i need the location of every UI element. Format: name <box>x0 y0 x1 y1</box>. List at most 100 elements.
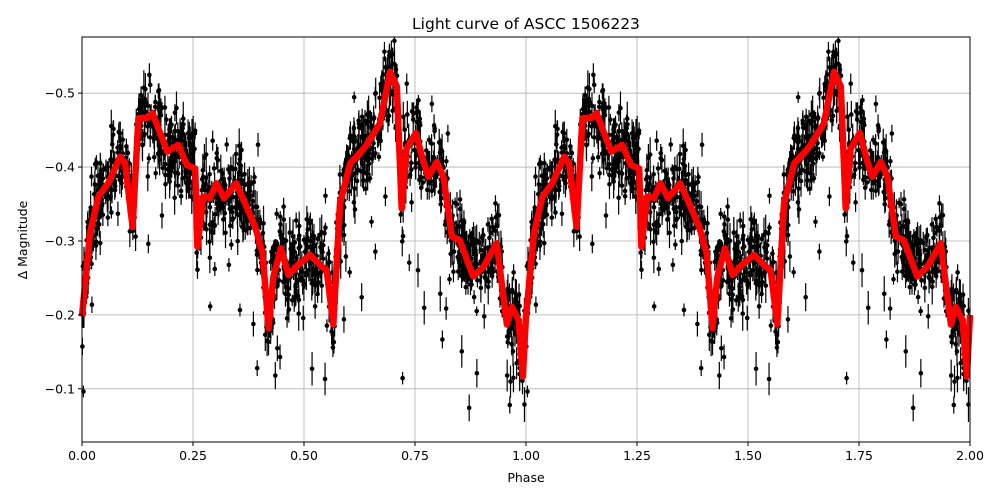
data-point <box>545 167 550 173</box>
data-point <box>901 197 907 202</box>
data-point <box>859 267 865 273</box>
data-point <box>722 233 728 238</box>
data-point <box>104 164 110 170</box>
data-point <box>504 334 510 339</box>
data-point <box>439 149 445 154</box>
data-point <box>889 131 895 136</box>
data-point <box>115 211 121 217</box>
data-point <box>451 249 457 254</box>
data-point <box>172 110 178 115</box>
data-point <box>400 375 405 381</box>
data-point <box>207 304 213 309</box>
data-point <box>698 204 704 210</box>
data-point <box>174 170 180 176</box>
data-point <box>277 354 283 360</box>
data-point <box>748 237 754 242</box>
data-point <box>136 106 142 112</box>
data-point <box>227 176 232 181</box>
data-point <box>466 405 472 411</box>
data-point <box>540 221 546 227</box>
data-point <box>873 141 878 146</box>
data-point <box>474 308 480 314</box>
data-point <box>222 182 228 188</box>
data-point <box>229 242 234 247</box>
data-point <box>803 126 808 131</box>
data-point <box>459 349 465 354</box>
data-point <box>211 166 217 171</box>
data-point <box>184 180 189 186</box>
data-point <box>157 110 163 116</box>
data-point <box>297 244 303 249</box>
data-point <box>877 174 883 180</box>
data-point <box>207 239 212 245</box>
data-point <box>283 238 289 243</box>
data-point <box>616 195 621 201</box>
data-point <box>849 112 854 117</box>
data-point <box>146 241 151 247</box>
data-point <box>203 181 208 187</box>
data-point <box>740 311 746 316</box>
data-point <box>848 81 854 86</box>
data-point <box>696 174 701 180</box>
data-point <box>820 154 826 160</box>
data-point <box>417 120 423 125</box>
data-point <box>210 230 215 236</box>
data-point <box>304 272 309 278</box>
data-point <box>212 223 218 229</box>
data-point <box>116 130 122 135</box>
data-point <box>437 291 443 297</box>
data-point <box>744 315 750 321</box>
data-point <box>492 228 498 234</box>
data-point <box>485 222 491 227</box>
data-point <box>721 354 727 360</box>
data-point <box>752 218 757 224</box>
data-point <box>277 214 283 219</box>
data-point <box>556 181 562 186</box>
data-point <box>457 197 463 202</box>
data-point <box>904 228 910 233</box>
data-point <box>89 174 94 179</box>
data-point <box>949 286 955 292</box>
data-point <box>607 172 612 178</box>
data-point <box>764 256 770 261</box>
data-point <box>315 291 320 297</box>
data-point <box>520 378 525 384</box>
data-point <box>631 136 636 142</box>
data-point <box>390 108 395 114</box>
data-point <box>485 284 491 290</box>
data-point <box>850 260 856 265</box>
data-point <box>568 144 573 149</box>
data-point <box>884 337 889 342</box>
data-point <box>803 294 808 300</box>
data-point <box>737 218 743 223</box>
data-point <box>142 131 148 137</box>
data-point <box>147 82 153 88</box>
data-point <box>767 193 772 199</box>
data-point <box>724 279 730 285</box>
data-point <box>95 173 101 179</box>
data-point <box>162 161 168 167</box>
data-point <box>475 278 480 283</box>
data-point <box>795 94 801 100</box>
data-point <box>371 116 376 122</box>
data-point <box>651 239 656 245</box>
data-point <box>409 200 414 205</box>
data-point <box>237 307 243 313</box>
data-point <box>274 211 280 217</box>
data-point <box>493 201 498 206</box>
data-point <box>286 307 292 312</box>
data-point <box>651 222 657 228</box>
data-point <box>433 174 439 180</box>
data-point <box>721 214 727 219</box>
data-point <box>298 269 304 275</box>
data-point <box>109 142 115 147</box>
data-point <box>416 97 421 103</box>
data-point <box>533 174 538 179</box>
data-point <box>925 252 930 257</box>
data-point <box>233 151 239 157</box>
data-point <box>803 114 809 120</box>
data-point <box>224 142 230 147</box>
data-point <box>770 260 775 266</box>
data-point <box>762 244 767 250</box>
data-point <box>178 193 184 199</box>
